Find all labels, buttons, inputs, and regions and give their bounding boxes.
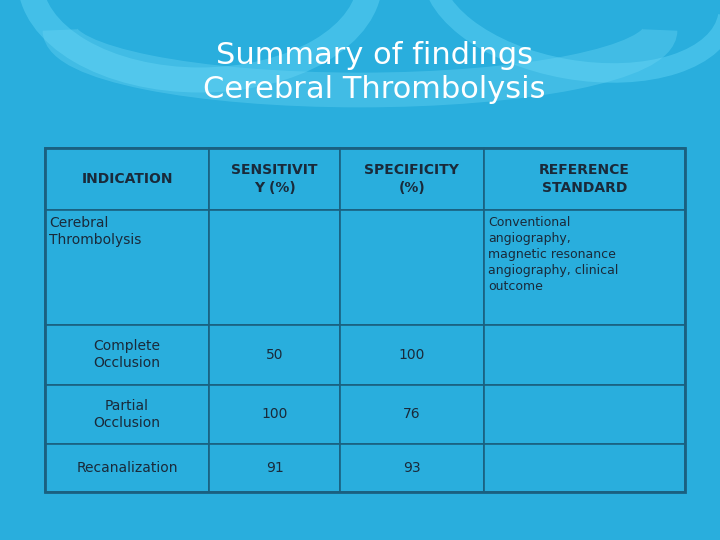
Text: INDICATION: INDICATION <box>81 172 173 186</box>
Bar <box>210 384 340 444</box>
Text: Partial
Occlusion: Partial Occlusion <box>94 399 161 430</box>
Text: 93: 93 <box>403 461 420 475</box>
Bar <box>340 384 484 444</box>
Bar <box>340 325 484 384</box>
Bar <box>484 444 685 492</box>
Text: 76: 76 <box>403 407 420 421</box>
Text: 50: 50 <box>266 348 283 362</box>
Text: Recanalization: Recanalization <box>76 461 178 475</box>
Bar <box>45 148 685 492</box>
Bar <box>484 325 685 384</box>
Bar <box>484 210 685 325</box>
Bar <box>210 444 340 492</box>
Bar <box>340 444 484 492</box>
Text: Conventional
angiography,
magnetic resonance
angiography, clinical
outcome: Conventional angiography, magnetic reson… <box>488 216 618 293</box>
Text: 91: 91 <box>266 461 284 475</box>
Bar <box>45 384 210 444</box>
Text: SENSITIVIT
Y (%): SENSITIVIT Y (%) <box>231 164 318 195</box>
Text: Complete
Occlusion: Complete Occlusion <box>94 339 161 370</box>
Bar <box>45 148 210 210</box>
Text: Summary of findings: Summary of findings <box>216 40 533 70</box>
Bar <box>45 210 210 325</box>
Text: SPECIFICITY
(%): SPECIFICITY (%) <box>364 164 459 195</box>
Bar <box>210 325 340 384</box>
Text: 100: 100 <box>261 407 288 421</box>
Text: Cerebral
Thrombolysis: Cerebral Thrombolysis <box>49 216 141 247</box>
Text: Cerebral Thrombolysis: Cerebral Thrombolysis <box>203 76 546 105</box>
Bar <box>484 384 685 444</box>
Bar <box>340 148 484 210</box>
Bar <box>210 148 340 210</box>
Text: REFERENCE
STANDARD: REFERENCE STANDARD <box>539 164 630 195</box>
Bar <box>340 210 484 325</box>
Text: 100: 100 <box>399 348 425 362</box>
Bar <box>45 444 210 492</box>
Bar <box>484 148 685 210</box>
Bar <box>45 325 210 384</box>
Bar <box>210 210 340 325</box>
